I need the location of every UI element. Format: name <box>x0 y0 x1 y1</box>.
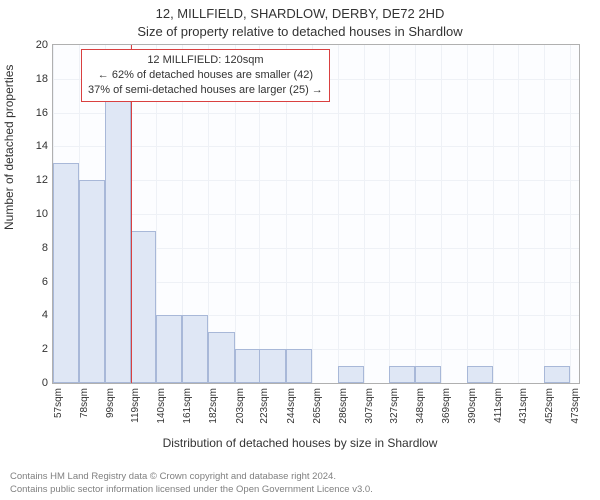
x-tick-label: 369sqm <box>441 388 452 432</box>
x-tick-label: 265sqm <box>312 388 323 432</box>
gridline-v <box>544 45 545 383</box>
x-tick-label: 57sqm <box>53 388 64 432</box>
histogram-bar <box>467 366 493 383</box>
annotation-box: 12 MILLFIELD: 120sqm← 62% of detached ho… <box>81 49 330 102</box>
y-tick-label: 4 <box>8 309 48 321</box>
histogram-bar <box>286 349 312 383</box>
y-tick-label: 20 <box>8 39 48 51</box>
y-tick-label: 10 <box>8 208 48 220</box>
x-tick-label: 203sqm <box>235 388 246 432</box>
gridline-v <box>338 45 339 383</box>
histogram-bar <box>105 79 131 383</box>
x-tick-label: 411sqm <box>493 388 504 432</box>
x-tick-label: 161sqm <box>182 388 193 432</box>
x-tick-label: 307sqm <box>364 388 375 432</box>
gridline-v <box>364 45 365 383</box>
y-tick-label: 2 <box>8 343 48 355</box>
histogram-bar <box>338 366 364 383</box>
gridline-v <box>389 45 390 383</box>
x-tick-label: 327sqm <box>389 388 400 432</box>
gridline-v <box>467 45 468 383</box>
y-tick-label: 16 <box>8 107 48 119</box>
histogram-bar <box>259 349 285 383</box>
gridline-v <box>570 45 571 383</box>
histogram-bar <box>544 366 570 383</box>
y-tick-label: 14 <box>8 140 48 152</box>
x-tick-label: 223sqm <box>259 388 270 432</box>
footer-attribution: Contains HM Land Registry data © Crown c… <box>10 471 590 496</box>
histogram-bar <box>79 180 105 383</box>
footer-line-2: Contains public sector information licen… <box>10 484 590 496</box>
gridline-v <box>441 45 442 383</box>
gridline-v <box>518 45 519 383</box>
histogram-bar <box>130 231 156 383</box>
plot-area: 12 MILLFIELD: 120sqm← 62% of detached ho… <box>52 44 580 384</box>
chart-title-1: 12, MILLFIELD, SHARDLOW, DERBY, DE72 2HD <box>0 6 600 21</box>
y-tick-label: 0 <box>8 377 48 389</box>
x-tick-label: 140sqm <box>156 388 167 432</box>
x-tick-label: 473sqm <box>570 388 581 432</box>
x-axis-label: Distribution of detached houses by size … <box>0 436 600 450</box>
histogram-bar <box>156 315 182 383</box>
chart-title-2: Size of property relative to detached ho… <box>0 24 600 39</box>
gridline-v <box>415 45 416 383</box>
x-tick-label: 348sqm <box>415 388 426 432</box>
y-tick-label: 12 <box>8 174 48 186</box>
histogram-bar <box>208 332 234 383</box>
footer-line-1: Contains HM Land Registry data © Crown c… <box>10 471 590 483</box>
y-tick-label: 8 <box>8 242 48 254</box>
annotation-line-1: 12 MILLFIELD: 120sqm <box>88 53 323 68</box>
histogram-bar <box>235 349 261 383</box>
x-tick-label: 244sqm <box>286 388 297 432</box>
x-tick-label: 390sqm <box>467 388 478 432</box>
histogram-bar <box>415 366 441 383</box>
annotation-line-2: ← 62% of detached houses are smaller (42… <box>88 68 323 83</box>
histogram-bar <box>182 315 208 383</box>
annotation-line-3: 37% of semi-detached houses are larger (… <box>88 83 323 98</box>
histogram-bar <box>389 366 415 383</box>
y-tick-label: 18 <box>8 73 48 85</box>
x-tick-label: 182sqm <box>208 388 219 432</box>
x-tick-label: 99sqm <box>105 388 116 432</box>
y-tick-label: 6 <box>8 276 48 288</box>
histogram-bar <box>53 163 79 383</box>
x-tick-label: 78sqm <box>79 388 90 432</box>
gridline-v <box>493 45 494 383</box>
x-tick-label: 119sqm <box>130 388 141 432</box>
x-tick-label: 286sqm <box>338 388 349 432</box>
x-tick-label: 431sqm <box>518 388 529 432</box>
x-tick-label: 452sqm <box>544 388 555 432</box>
